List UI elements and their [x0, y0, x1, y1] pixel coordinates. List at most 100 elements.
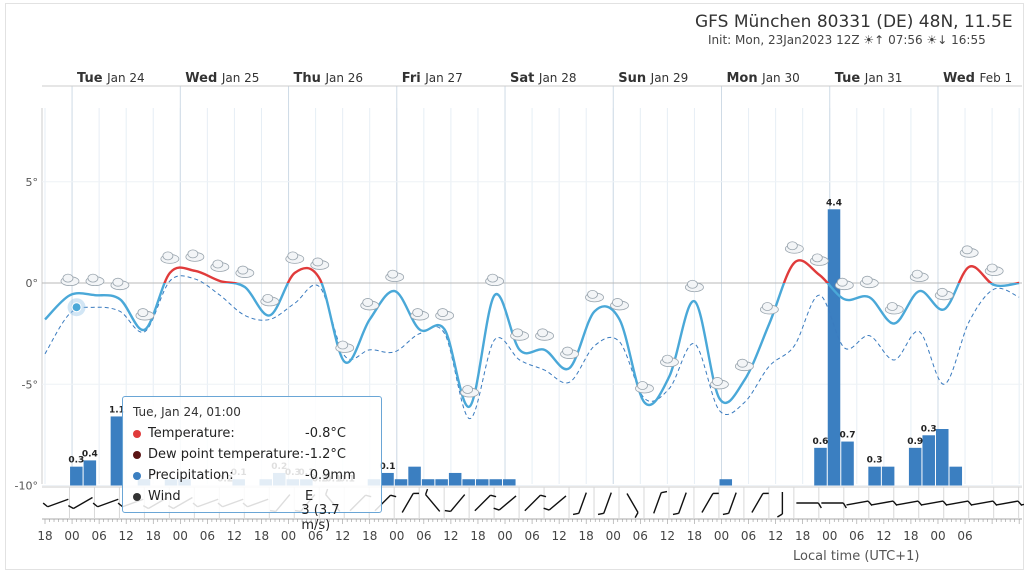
wind-barb-shaft — [474, 494, 491, 512]
wind-barb-icon — [572, 492, 587, 516]
hour-tick-label: 00 — [173, 529, 188, 543]
cloud-shape — [612, 298, 623, 307]
y-tick-label: -5° — [22, 378, 38, 391]
wind-barb-icon — [543, 495, 567, 511]
cloud-icon — [784, 241, 804, 254]
precipitation-bar — [935, 429, 949, 486]
cloud-shape — [312, 257, 324, 267]
wind-barb-flag — [490, 494, 497, 498]
cloud-icon — [260, 293, 280, 307]
hour-tick-label: 18 — [579, 529, 594, 543]
wind-barb-shaft — [871, 500, 894, 506]
wind-barb-shaft — [524, 494, 541, 512]
precipitation-bar — [421, 479, 435, 486]
cloud-shape — [112, 277, 124, 287]
day-label: Tue Jan 31 — [835, 71, 903, 86]
cloud-icon — [984, 263, 1004, 276]
cloud-icon — [660, 354, 679, 368]
wind-barb-flag — [817, 502, 822, 509]
cloud-shape — [986, 263, 998, 273]
wind-barb-flag — [92, 502, 99, 508]
cloud-shape — [387, 269, 399, 279]
wind-barb-icon — [672, 492, 687, 516]
cloud-shape — [836, 277, 848, 287]
tooltip-label: Dew point temperature: — [148, 447, 305, 462]
cloud-icon — [210, 259, 230, 272]
cloud-icon — [635, 381, 654, 394]
hour-tick-label: 12 — [335, 529, 350, 543]
wind-barb-shaft — [896, 500, 919, 506]
hour-tick-label: 06 — [633, 529, 648, 543]
precipitation-bar — [110, 416, 124, 486]
day-label: Sun Jan 29 — [618, 71, 688, 86]
tooltip-label: Precipitation: — [148, 468, 234, 483]
cloud-shape — [886, 302, 898, 311]
cloud-icon — [235, 265, 255, 278]
wind-barb-shaft — [97, 498, 119, 508]
tooltip-row-precipitation: Precipitation: -0.9mm — [133, 465, 371, 486]
wind-barb-flag — [892, 500, 898, 506]
cloud-icon — [135, 308, 155, 321]
cloud-icon — [859, 275, 879, 289]
hour-tick-label: 12 — [876, 529, 891, 543]
temperature-line-cold — [44, 283, 1020, 408]
wind-barb-shaft — [971, 500, 994, 506]
cloud-shape — [437, 308, 449, 317]
day-label: Fri Jan 27 — [402, 71, 463, 86]
hour-tick-label: 18 — [254, 529, 269, 543]
tooltip-value: -1.2°C — [305, 447, 346, 462]
wind-barb-icon — [626, 493, 639, 518]
cloud-icon — [385, 269, 405, 283]
tooltip-row-wind-speed: 3 (3.7 m/s) — [133, 503, 371, 533]
wind-barb-flag — [572, 512, 579, 516]
precipitation-bar — [489, 479, 503, 486]
y-tick-label: 0° — [26, 277, 39, 290]
day-label: Sat Jan 28 — [510, 71, 576, 86]
wind-barb-flag — [762, 492, 769, 495]
precipitation-label: 4.4 — [826, 198, 842, 208]
tooltip: Tue, Jan 24, 01:00 Temperature: -0.8°C D… — [122, 396, 382, 533]
wind-barb-shaft — [921, 500, 944, 506]
wind-barb-icon — [444, 494, 466, 513]
hour-tick-label: 06 — [308, 529, 323, 543]
wind-barb-icon — [722, 492, 737, 516]
cloud-shape — [562, 346, 573, 356]
cloud-icon — [460, 385, 480, 398]
cloud-shape — [811, 253, 823, 263]
cloud-shape — [287, 251, 299, 261]
sunrise-icon: ☀↑ — [863, 33, 885, 47]
precipitation-bar — [949, 466, 963, 486]
day-label: Mon Jan 30 — [727, 71, 800, 86]
wind-barb-shaft — [548, 495, 567, 511]
wind-barb-icon — [821, 502, 847, 509]
cloud-icon — [435, 308, 455, 321]
cloud-icon — [485, 273, 505, 287]
cloud-icon — [934, 287, 954, 301]
hour-tick-label: 00 — [606, 529, 621, 543]
sunrise-time: 07:56 — [888, 33, 923, 47]
cloud-shape — [162, 251, 174, 261]
cloud-shape — [936, 287, 948, 297]
precipitation-bar — [814, 447, 827, 486]
wind-barb-flag — [117, 502, 124, 508]
wind-barb-shaft — [701, 493, 714, 513]
hour-tick-label: 12 — [227, 529, 242, 543]
wind-barb-shaft — [653, 492, 662, 514]
cloud-icon — [834, 277, 854, 291]
wind-barb-flag — [722, 512, 729, 516]
wind-barb-shaft — [401, 493, 414, 513]
wind-barb-flag — [842, 502, 847, 509]
wind-barb-flag — [424, 488, 429, 495]
cloud-shape — [786, 241, 798, 251]
y-tick-label: -10° — [15, 480, 38, 493]
wind-barb-icon — [846, 500, 873, 506]
cloud-icon — [360, 298, 380, 311]
cloud-icon — [610, 298, 629, 311]
precipitation-bar — [841, 441, 854, 486]
cloud-shape — [687, 279, 698, 289]
wind-barb-flag — [672, 512, 679, 516]
wind-barb-icon — [92, 498, 119, 508]
precipitation-bar — [462, 479, 475, 486]
wind-barb-shaft — [996, 500, 1019, 506]
wind-barb-shaft — [946, 500, 969, 506]
